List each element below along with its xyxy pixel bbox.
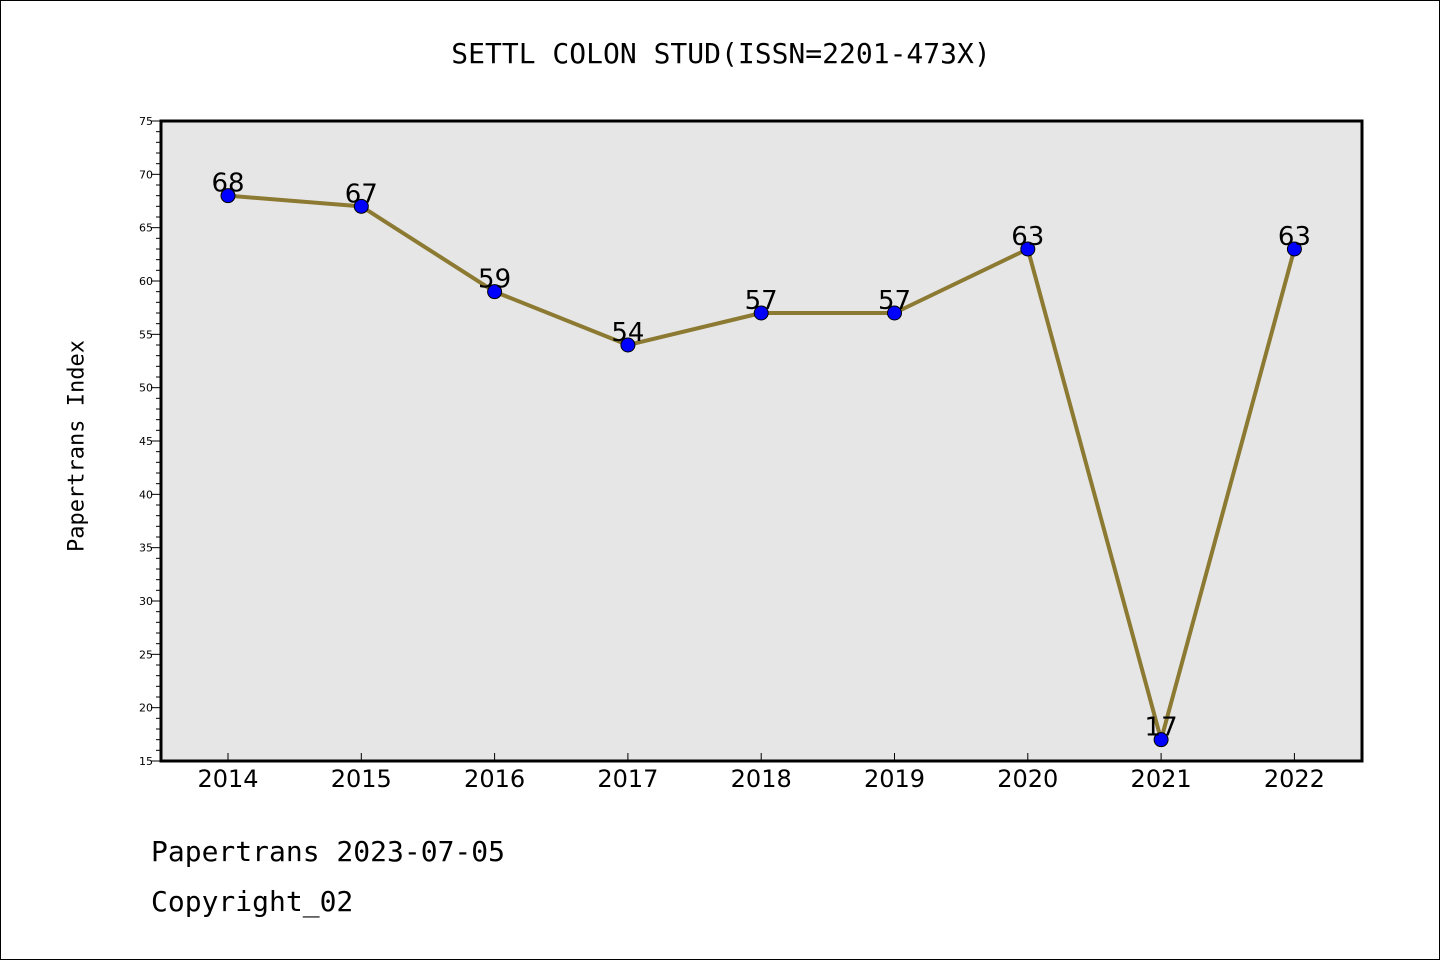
x-tick-label: 2018 [731,765,792,793]
data-point [220,188,236,204]
y-tick-label: 55 [139,328,153,341]
x-tick-label: 2020 [997,765,1058,793]
footer-copyright: Copyright_02 [151,885,354,918]
data-label: 63 [1011,222,1044,252]
x-tick-label: 2016 [464,765,525,793]
plot-frame [159,119,1364,763]
data-label: 59 [478,265,511,295]
data-point [887,305,902,321]
data-label: 68 [211,169,244,199]
data-labels: 68 67 59 54 57 57 63 17 63 [211,169,1310,743]
x-tick-label: 2015 [331,765,392,793]
data-label: 57 [878,286,911,316]
data-point [753,305,769,321]
y-tick-label: 60 [139,275,153,288]
data-point [1153,732,1169,748]
data-point [353,198,369,214]
footer-date: Papertrans 2023-07-05 [151,835,506,868]
data-label: 63 [1278,222,1311,252]
y-tick-label: 75 [139,115,153,128]
y-tick-label: 40 [139,488,153,501]
data-point [620,337,636,353]
y-tick-label: 70 [139,168,153,181]
y-tick-label: 25 [139,648,153,661]
x-tick-label: 2022 [1264,765,1325,793]
y-tick-label: 15 [139,755,153,768]
y-tick-label: 65 [139,222,153,235]
y-axis: 15 20 25 30 35 40 45 50 55 60 65 70 75 [139,115,161,768]
x-tick-label: 2017 [597,765,658,793]
x-tick-label: 2019 [864,765,925,793]
data-markers [220,188,1302,748]
y-tick-label: 50 [139,382,153,395]
x-tick-label: 2014 [197,765,258,793]
x-tick-label: 2021 [1131,765,1192,793]
data-label: 17 [1145,713,1178,743]
x-axis: 2014 2015 2016 2017 2018 2019 2020 2021 2022 [197,753,1325,793]
chart-title: SETTL COLON STUD(ISSN=2201-473X) [451,37,991,70]
y-tick-label: 30 [139,595,153,608]
data-point [1286,241,1302,257]
plot-area [161,121,1362,761]
data-point [487,284,503,300]
y-tick-label: 35 [139,542,153,555]
data-point [1020,241,1036,257]
y-tick-label: 45 [139,435,153,448]
data-label: 67 [345,179,378,209]
data-label: 54 [611,318,644,348]
data-label: 57 [745,286,778,316]
y-tick-label: 20 [139,702,153,715]
